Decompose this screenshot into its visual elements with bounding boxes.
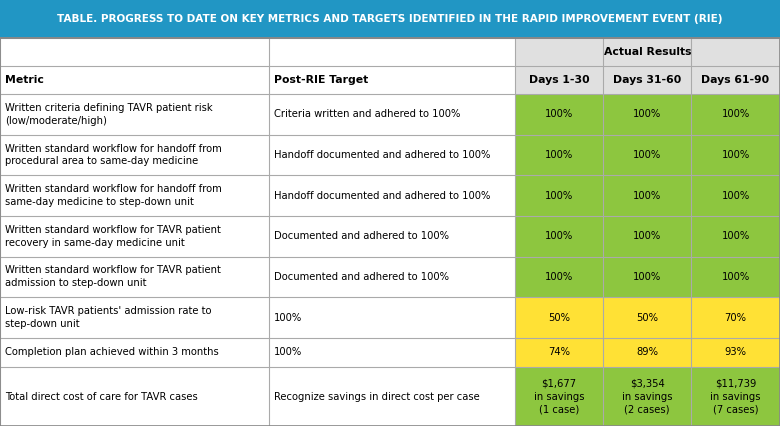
Bar <box>691 256 780 297</box>
Text: Criteria written and adhered to 100%: Criteria written and adhered to 100% <box>274 109 460 119</box>
Bar <box>515 367 603 426</box>
Text: 100%: 100% <box>544 231 573 241</box>
Bar <box>691 175 780 216</box>
Bar <box>0 135 269 175</box>
Bar <box>269 256 515 297</box>
Bar <box>0 175 269 216</box>
Bar <box>603 175 691 216</box>
Bar <box>603 367 691 426</box>
Bar <box>269 135 515 175</box>
Bar <box>269 175 515 216</box>
Text: 100%: 100% <box>722 190 750 201</box>
Text: 100%: 100% <box>544 272 573 282</box>
Text: $1,677
in savings
(1 case): $1,677 in savings (1 case) <box>534 379 584 414</box>
Text: $11,739
in savings
(7 cases): $11,739 in savings (7 cases) <box>711 379 760 414</box>
Bar <box>0 66 269 94</box>
Bar <box>0 0 780 38</box>
Text: $3,354
in savings
(2 cases): $3,354 in savings (2 cases) <box>622 379 672 414</box>
Text: 100%: 100% <box>544 190 573 201</box>
Text: Written standard workflow for handoff from
procedural area to same-day medicine: Written standard workflow for handoff fr… <box>5 144 222 167</box>
Text: 70%: 70% <box>725 313 746 322</box>
Bar <box>269 38 515 66</box>
Text: 100%: 100% <box>633 190 661 201</box>
Bar <box>269 367 515 426</box>
Text: 100%: 100% <box>633 109 661 119</box>
Bar <box>269 338 515 367</box>
Bar <box>0 338 269 367</box>
Bar <box>515 135 603 175</box>
Text: Total direct cost of care for TAVR cases: Total direct cost of care for TAVR cases <box>5 391 198 402</box>
Bar <box>691 367 780 426</box>
Text: Handoff documented and adhered to 100%: Handoff documented and adhered to 100% <box>274 190 491 201</box>
Text: Handoff documented and adhered to 100%: Handoff documented and adhered to 100% <box>274 150 491 160</box>
Bar <box>0 367 269 426</box>
Text: 100%: 100% <box>722 109 750 119</box>
Text: 50%: 50% <box>636 313 658 322</box>
Bar <box>269 66 515 94</box>
Bar <box>603 338 691 367</box>
Bar <box>603 94 691 135</box>
Text: Metric: Metric <box>5 75 44 85</box>
Text: Written standard workflow for TAVR patient
admission to step-down unit: Written standard workflow for TAVR patie… <box>5 265 221 288</box>
Bar <box>515 216 603 256</box>
Text: 89%: 89% <box>636 348 658 357</box>
Bar <box>603 216 691 256</box>
Bar <box>691 66 780 94</box>
Bar <box>515 94 603 135</box>
Bar <box>515 38 780 66</box>
Bar <box>603 66 691 94</box>
Bar <box>515 338 603 367</box>
Text: 100%: 100% <box>274 348 303 357</box>
Text: 100%: 100% <box>722 231 750 241</box>
Bar <box>603 297 691 338</box>
Text: 100%: 100% <box>274 313 303 322</box>
Text: Low-risk TAVR patients' admission rate to
step-down unit: Low-risk TAVR patients' admission rate t… <box>5 306 211 329</box>
Bar <box>269 216 515 256</box>
Text: Days 61-90: Days 61-90 <box>701 75 770 85</box>
Text: Days 31-60: Days 31-60 <box>613 75 681 85</box>
Text: Completion plan achieved within 3 months: Completion plan achieved within 3 months <box>5 348 218 357</box>
Bar <box>603 256 691 297</box>
Bar <box>515 66 603 94</box>
Bar <box>691 94 780 135</box>
Bar <box>515 175 603 216</box>
Bar <box>0 216 269 256</box>
Text: 100%: 100% <box>633 150 661 160</box>
Text: 100%: 100% <box>544 109 573 119</box>
Bar <box>691 135 780 175</box>
Text: 50%: 50% <box>548 313 570 322</box>
Bar <box>0 256 269 297</box>
Text: 100%: 100% <box>722 272 750 282</box>
Bar <box>603 135 691 175</box>
Bar <box>515 256 603 297</box>
Bar <box>0 94 269 135</box>
Text: Documented and adhered to 100%: Documented and adhered to 100% <box>274 231 449 241</box>
Bar <box>515 297 603 338</box>
Text: 100%: 100% <box>544 150 573 160</box>
Text: Written standard workflow for TAVR patient
recovery in same-day medicine unit: Written standard workflow for TAVR patie… <box>5 225 221 248</box>
Text: 74%: 74% <box>548 348 570 357</box>
Text: Recognize savings in direct cost per case: Recognize savings in direct cost per cas… <box>274 391 480 402</box>
Text: Post-RIE Target: Post-RIE Target <box>274 75 368 85</box>
Text: TABLE. PROGRESS TO DATE ON KEY METRICS AND TARGETS IDENTIFIED IN THE RAPID IMPRO: TABLE. PROGRESS TO DATE ON KEY METRICS A… <box>57 14 723 24</box>
Text: Written standard workflow for handoff from
same-day medicine to step-down unit: Written standard workflow for handoff fr… <box>5 184 222 207</box>
Text: 100%: 100% <box>722 150 750 160</box>
Text: Documented and adhered to 100%: Documented and adhered to 100% <box>274 272 449 282</box>
Bar <box>691 338 780 367</box>
Bar <box>0 297 269 338</box>
Text: Written criteria defining TAVR patient risk
(low/moderate/high): Written criteria defining TAVR patient r… <box>5 103 213 126</box>
Text: 93%: 93% <box>725 348 746 357</box>
Text: Actual Results: Actual Results <box>604 47 691 57</box>
Bar <box>691 216 780 256</box>
Bar <box>0 38 269 66</box>
Text: 100%: 100% <box>633 231 661 241</box>
Bar <box>269 94 515 135</box>
Text: Days 1-30: Days 1-30 <box>529 75 589 85</box>
Bar <box>691 297 780 338</box>
Bar <box>269 297 515 338</box>
Text: 100%: 100% <box>633 272 661 282</box>
